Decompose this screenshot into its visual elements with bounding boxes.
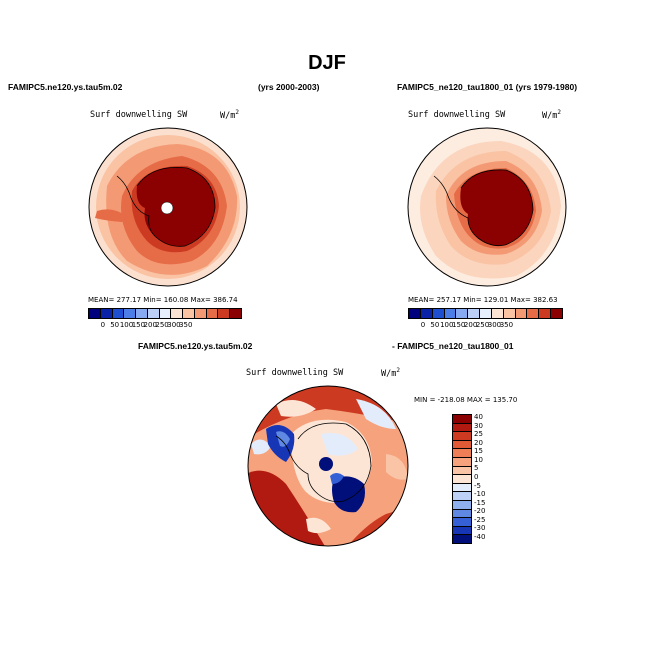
left-colorbar-swatch (89, 309, 101, 318)
diff-colorbar-tick: 20 (474, 438, 483, 447)
left-colorbar-tick: 350 (179, 321, 193, 329)
right-colorbar-tick: 0 (420, 321, 426, 329)
right-colorbar-tick: 50 (430, 321, 440, 329)
diff-colorbar-swatch (453, 457, 471, 467)
pole-hole (160, 201, 174, 215)
diff-colorbar-tick: 25 (474, 430, 483, 439)
left-colorbar-swatch (159, 309, 172, 318)
diff-colorbar-tick: 10 (474, 455, 483, 464)
diff-colorbar-swatch (453, 526, 471, 536)
right-colorbar-swatch (539, 309, 552, 318)
right-colorbar-swatch (503, 309, 516, 318)
diff-colorbar-tick: -40 (474, 532, 486, 541)
left-colorbar-tick: 100 (119, 321, 134, 329)
diff-colorbar-swatch (453, 509, 471, 519)
right-colorbar-swatch (468, 309, 481, 318)
right-variable-label: Surf downwelling SW (408, 110, 506, 120)
right-colorbar-swatch (527, 309, 540, 318)
pole-marker (319, 457, 333, 471)
left-colorbar-swatch (194, 309, 207, 318)
left-colorbar-swatch (124, 309, 137, 318)
right-colorbar-swatch (456, 309, 469, 318)
left-polar-map (88, 127, 248, 287)
right-colorbar-swatch (491, 309, 504, 318)
right-case-name: FAMIPC5_ne120_tau1800_01 (yrs 1979-1980) (397, 82, 578, 92)
diff-colorbar-swatch (453, 535, 471, 543)
left-colorbar-swatch (147, 309, 160, 318)
left-years: (yrs 2000-2003) (258, 82, 320, 92)
diff-colorbar (452, 414, 472, 544)
diff-colorbar-swatch (453, 466, 471, 476)
diff-colorbar-tick: 40 (474, 413, 483, 422)
right-colorbar-swatch (551, 309, 562, 318)
left-colorbar-swatch (112, 309, 125, 318)
diff-colorbar-swatch (453, 432, 471, 441)
right-colorbar-tick: 100 (440, 321, 454, 329)
diff-colorbar-swatch (453, 500, 471, 510)
left-colorbar-tick: 250 (155, 321, 169, 329)
page-title: DJF (308, 52, 346, 74)
diff-colorbar-swatch (453, 518, 471, 527)
left-case-name: FAMIPC5.ne120.ys.tau5m.02 (8, 82, 123, 92)
diff-variable-label: Surf downwelling SW (246, 368, 344, 378)
diff-case-a: FAMIPC5.ne120.ys.tau5m.02 (138, 341, 253, 351)
diff-colorbar-tick: -10 (474, 490, 486, 499)
diff-colorbar-tick: -30 (474, 524, 486, 533)
left-colorbar-swatch (183, 309, 195, 318)
antarctica-region (460, 169, 533, 246)
diff-colorbar-swatch (453, 492, 471, 501)
left-variable-label: Surf downwelling SW (90, 110, 188, 120)
diff-colorbar-swatch (453, 483, 471, 493)
diff-colorbar-swatch (453, 415, 471, 424)
right-colorbar-tick: 350 (499, 321, 514, 329)
right-colorbar-swatch (420, 309, 433, 318)
left-units-label: W/m2 (220, 109, 239, 121)
antarctica-region (136, 167, 215, 247)
right-colorbar-tick: 200 (463, 321, 478, 329)
diff-colorbar-swatch (453, 449, 471, 458)
diff-colorbar-tick: 5 (474, 464, 479, 473)
left-colorbar: 0 50 100 150 200 250 300 350 (88, 308, 242, 329)
diff-colorbar-swatch (453, 475, 471, 484)
diff-colorbar-tick: 15 (474, 447, 483, 456)
right-colorbar-swatch (432, 309, 445, 318)
right-colorbar-swatch (444, 309, 457, 318)
left-colorbar-tick: 300 (167, 321, 181, 329)
right-polar-map (407, 127, 567, 287)
right-colorbar-swatch (480, 309, 492, 318)
diff-colorbar-tick: -15 (474, 498, 486, 507)
left-colorbar-tick: 150 (131, 321, 146, 329)
diff-colorbar-swatch (453, 440, 471, 450)
left-colorbar-swatch (218, 309, 231, 318)
right-colorbar-swatch (515, 309, 528, 318)
left-colorbar-swatch (230, 309, 241, 318)
diff-colorbar-tick: 30 (474, 421, 483, 430)
diff-colorbar-tick: 0 (474, 473, 479, 481)
diff-colorbar-tick: -5 (474, 481, 481, 490)
right-colorbar-tick: 250 (475, 321, 490, 329)
right-colorbar: 0 50 100 150 200 250 300 350 (408, 308, 563, 329)
right-stats: MEAN= 257.17 Min= 129.01 Max= 382.63 (408, 296, 558, 304)
left-colorbar-swatch (100, 309, 113, 318)
left-colorbar-tick: 50 (110, 321, 120, 329)
right-colorbar-tick: 150 (452, 321, 466, 329)
diff-colorbar-tick: -25 (474, 515, 486, 524)
left-colorbar-tick: 200 (143, 321, 157, 329)
diff-colorbar-swatch (453, 423, 471, 433)
left-stats: MEAN= 277.17 Min= 160.08 Max= 386.74 (88, 296, 238, 304)
left-colorbar-swatch (206, 309, 219, 318)
right-colorbar-swatch (409, 309, 421, 318)
diff-stats: MIN = -218.08 MAX = 135.70 (414, 396, 518, 404)
diff-polar-map (247, 385, 409, 547)
right-units-label: W/m2 (542, 109, 561, 121)
diff-case-b: - FAMIPC5_ne120_tau1800_01 (392, 341, 514, 351)
left-colorbar-swatch (136, 309, 148, 318)
right-colorbar-tick: 300 (487, 321, 502, 329)
left-colorbar-swatch (171, 309, 184, 318)
diff-units-label: W/m2 (381, 367, 400, 379)
diff-colorbar-tick: -20 (474, 507, 486, 516)
diff-colorbar-ticks: 40 30 25 20 15 10 5 0 -5 -10 -15 -20 -25 -30 -40 (474, 413, 504, 542)
left-colorbar-tick: 0 (100, 321, 106, 329)
